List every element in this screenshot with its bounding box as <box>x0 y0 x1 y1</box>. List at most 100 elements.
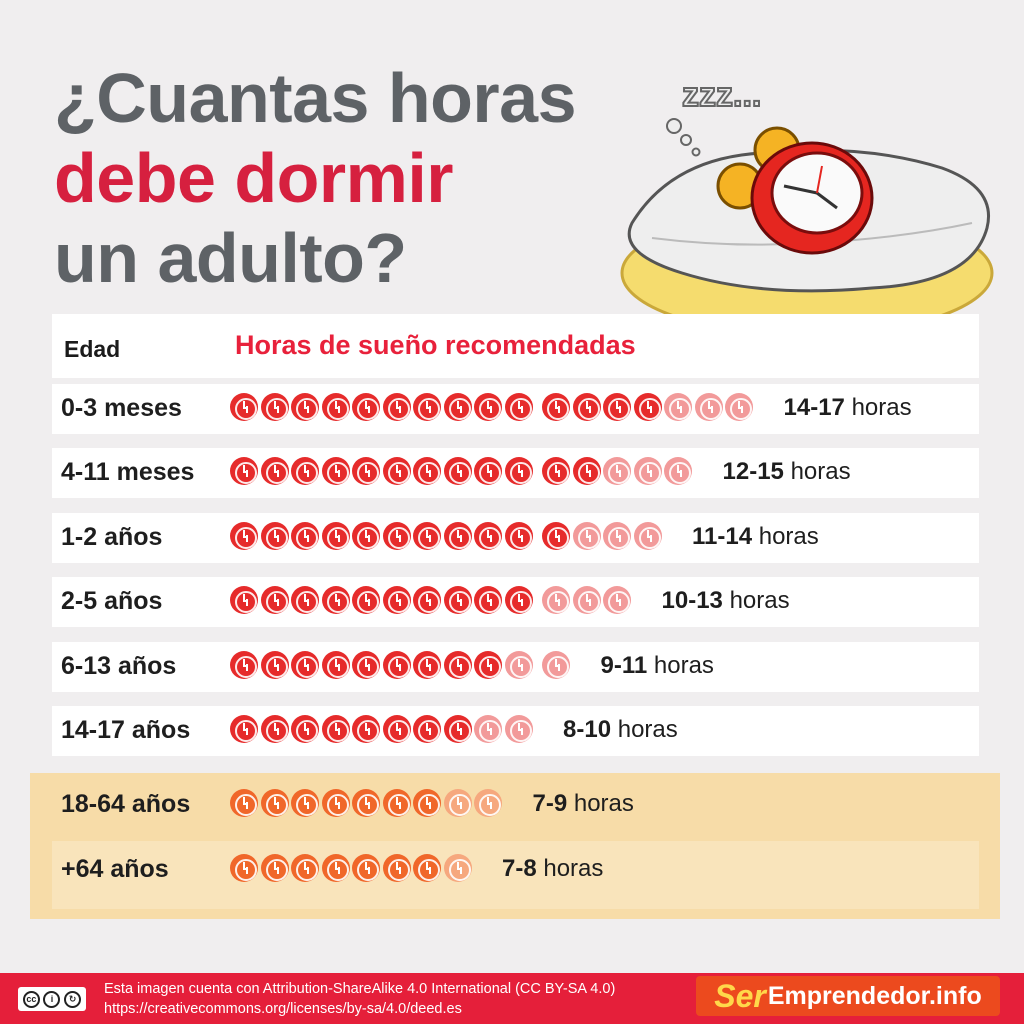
table-header: Edad Horas de sueño recomendadas <box>52 314 979 378</box>
row-age: +64 años <box>61 855 169 883</box>
clock-icon <box>352 393 380 421</box>
title-line-3: un adulto? <box>54 219 407 297</box>
clock-icon <box>382 586 411 614</box>
zzz-text: zzz... <box>682 76 761 114</box>
license-text: Esta imagen cuenta con Attribution-Share… <box>104 979 615 1019</box>
clock-icon <box>603 586 631 614</box>
clock-icon <box>474 393 502 421</box>
clock-icon <box>443 715 472 743</box>
clock-icon <box>352 651 380 679</box>
clock-icon <box>633 522 662 550</box>
clock-icon <box>352 854 380 882</box>
license-url[interactable]: https://creativecommons.org/licenses/by-… <box>104 1001 462 1017</box>
clock-icon <box>321 393 350 421</box>
row-age: 4-11 meses <box>61 458 195 486</box>
clock-icon <box>474 586 502 614</box>
hours-range: 9-11 <box>600 652 648 679</box>
cc-by-sa-icon[interactable]: cc i ↻ <box>18 987 86 1011</box>
hours-range: 7-9 <box>532 790 568 817</box>
clock-icon <box>291 789 319 817</box>
clock-icon <box>260 393 289 421</box>
brand-ser: Ser <box>714 977 766 1014</box>
sleep-table: Edad Horas de sueño recomendadas 0-3 mes… <box>52 314 979 883</box>
clock-icon <box>474 715 502 743</box>
cc-icon: cc <box>22 990 40 1008</box>
clock-icon <box>230 457 258 485</box>
clock-icon <box>382 522 411 550</box>
clock-icon <box>504 586 533 614</box>
clock-icon <box>633 393 662 421</box>
page-title: ¿Cuantas horas debe dormir un adulto? <box>54 58 577 298</box>
clock-icon <box>542 651 570 679</box>
clock-icon <box>694 393 723 421</box>
clock-icon <box>291 651 319 679</box>
clock-icon <box>443 457 472 485</box>
clock-icon <box>260 522 289 550</box>
clock-icon <box>321 457 350 485</box>
clock-icon <box>542 522 570 550</box>
clock-icon <box>603 522 631 550</box>
clock-icon <box>260 457 289 485</box>
by-icon: i <box>43 990 61 1008</box>
clock-icon <box>352 789 380 817</box>
table-row: 2-5 años 10-13 horas <box>52 577 979 627</box>
table-row: 4-11 meses 12-15 horas <box>52 448 979 498</box>
clock-icon <box>382 457 411 485</box>
clock-icon <box>474 522 502 550</box>
brand-logo[interactable]: Ser Emprendedor.info <box>696 976 1000 1016</box>
title-line-1: ¿Cuantas horas <box>54 59 577 137</box>
clock-icon <box>230 789 258 817</box>
hours-unit: horas <box>790 458 851 485</box>
clock-icon <box>413 854 441 882</box>
hours-unit: horas <box>617 716 678 743</box>
clock-icon <box>443 393 472 421</box>
row-hours: 9-11 horas <box>601 652 714 680</box>
clock-icon <box>443 651 472 679</box>
clock-bar <box>230 583 634 617</box>
clock-bar <box>230 851 474 885</box>
clock-icon <box>413 522 441 550</box>
clock-icon <box>413 651 441 679</box>
clock-icon <box>260 854 289 882</box>
table-row: +64 años 7-8 horas <box>52 845 979 895</box>
clock-icon <box>633 457 662 485</box>
clock-icon <box>413 586 441 614</box>
clock-icon <box>542 457 570 485</box>
row-age: 14-17 años <box>61 716 191 744</box>
hours-range: 10-13 <box>661 587 723 614</box>
clock-icon <box>260 715 289 743</box>
hours-unit: horas <box>758 523 819 550</box>
clock-icon <box>542 586 570 614</box>
clock-icon <box>352 715 380 743</box>
clock-icon <box>474 457 502 485</box>
clock-icon <box>382 789 411 817</box>
clock-icon <box>413 393 441 421</box>
hours-unit: horas <box>573 790 634 817</box>
clock-icon <box>321 522 350 550</box>
clock-icon <box>443 854 472 882</box>
clock-icon <box>230 715 258 743</box>
brand-name: Emprendedor.info <box>767 981 982 1010</box>
table-row: 14-17 años 8-10 horas <box>52 706 979 756</box>
clock-icon <box>321 789 350 817</box>
clock-icon <box>352 586 380 614</box>
row-age: 0-3 meses <box>61 394 182 422</box>
clock-icon <box>542 393 570 421</box>
hours-unit: horas <box>653 652 714 679</box>
clock-icon <box>352 522 380 550</box>
clock-icon <box>504 522 533 550</box>
senior-row-bg <box>52 841 979 909</box>
adult-highlight <box>30 773 1000 919</box>
clock-icon <box>382 854 411 882</box>
clock-bar <box>230 648 573 682</box>
clock-icon <box>291 393 319 421</box>
clock-icon <box>603 457 631 485</box>
clock-icon <box>230 522 258 550</box>
clock-icon <box>230 854 258 882</box>
clock-icon <box>443 789 472 817</box>
row-age: 6-13 años <box>61 652 177 680</box>
clock-icon <box>504 457 533 485</box>
sa-icon: ↻ <box>64 990 82 1008</box>
clock-icon <box>443 586 472 614</box>
hours-unit: horas <box>729 587 790 614</box>
